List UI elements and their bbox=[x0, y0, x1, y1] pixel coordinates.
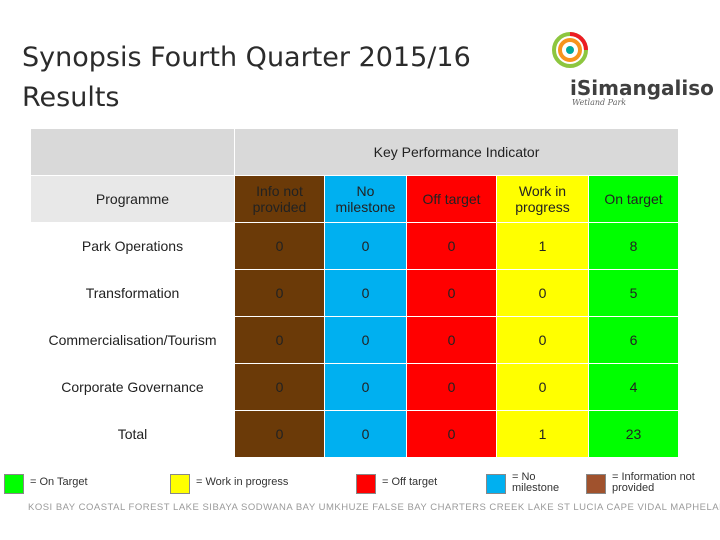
legend-item-info-not-provided: = Information not provided bbox=[586, 471, 716, 494]
cell-no-milestone: 0 bbox=[324, 316, 407, 364]
row-name: Park Operations bbox=[30, 222, 235, 270]
cell-off-target: 0 bbox=[406, 316, 497, 364]
kpi-header: Key Performance Indicator bbox=[233, 128, 680, 176]
legend-item-no-milestone: = No milestone bbox=[486, 471, 586, 494]
cell-work-in-progress: 1 bbox=[496, 410, 589, 458]
cell-no-milestone: 0 bbox=[324, 222, 407, 270]
cell-off-target: 0 bbox=[406, 222, 497, 270]
cell-off-target: 0 bbox=[406, 363, 497, 411]
logo-name: iSimangaliso bbox=[570, 76, 714, 100]
cell-work-in-progress: 1 bbox=[496, 222, 589, 270]
park-places-footer: KOSI BAY COASTAL FOREST LAKE SIBAYA SODW… bbox=[28, 502, 720, 513]
table-row: Corporate Governance 0 0 0 0 4 bbox=[30, 363, 680, 411]
cell-off-target: 0 bbox=[406, 410, 497, 458]
legend-item-on-target: = On Target bbox=[4, 472, 174, 494]
legend-swatch bbox=[486, 474, 506, 494]
cell-info-not-provided: 0 bbox=[234, 410, 325, 458]
cell-no-milestone: 0 bbox=[324, 269, 407, 317]
row-name: Total bbox=[30, 410, 235, 458]
table-row: Commercialisation/Tourism 0 0 0 0 6 bbox=[30, 316, 680, 364]
table-row: Transformation 0 0 0 0 5 bbox=[30, 269, 680, 317]
cell-info-not-provided: 0 bbox=[234, 316, 325, 364]
row-name: Commercialisation/Tourism bbox=[30, 316, 235, 364]
legend-label: = No milestone bbox=[512, 471, 560, 494]
title-line-1: Synopsis Fourth Quarter 2015/16 bbox=[22, 42, 471, 73]
legend-swatch bbox=[356, 474, 376, 494]
header-blank-cell bbox=[30, 128, 235, 176]
col-header-off-target: Off target bbox=[406, 175, 497, 223]
cell-on-target: 5 bbox=[587, 269, 680, 317]
cell-off-target: 0 bbox=[406, 269, 497, 317]
logo-tagline: Wetland Park bbox=[572, 98, 627, 107]
cell-no-milestone: 0 bbox=[324, 363, 407, 411]
spiral-logo-icon bbox=[552, 32, 588, 68]
cell-on-target: 6 bbox=[587, 316, 680, 364]
slide-title: Synopsis Fourth Quarter 2015/16 Results bbox=[22, 38, 542, 118]
legend-label: = Work in progress bbox=[196, 476, 289, 488]
cell-on-target: 4 bbox=[587, 363, 680, 411]
row-name: Corporate Governance bbox=[30, 363, 235, 411]
row-name: Transformation bbox=[30, 269, 235, 317]
kpi-table: Key Performance Indicator Programme Info… bbox=[30, 128, 680, 458]
col-header-on-target: On target bbox=[587, 175, 680, 223]
legend-item-off-target: = Off target bbox=[356, 472, 476, 494]
table-row: Park Operations 0 0 0 1 8 bbox=[30, 222, 680, 270]
cell-work-in-progress: 0 bbox=[496, 269, 589, 317]
cell-info-not-provided: 0 bbox=[234, 269, 325, 317]
cell-on-target: 23 bbox=[587, 410, 680, 458]
legend-item-work-in-progress: = Work in progress bbox=[170, 472, 350, 494]
isimangaliso-logo: iSimangaliso Wetland Park bbox=[548, 28, 714, 110]
legend-swatch bbox=[4, 474, 24, 494]
legend-label: = Off target bbox=[382, 476, 438, 488]
legend-label: = Information not provided bbox=[612, 471, 695, 494]
legend-label: = On Target bbox=[30, 476, 88, 488]
col-header-no-milestone: No milestone bbox=[324, 175, 407, 223]
table-row-total: Total 0 0 0 1 23 bbox=[30, 410, 680, 458]
title-line-2: Results bbox=[22, 82, 120, 113]
col-header-work-in-progress: Work in progress bbox=[496, 175, 589, 223]
programme-header: Programme bbox=[30, 175, 235, 223]
cell-info-not-provided: 0 bbox=[234, 363, 325, 411]
legend-swatch bbox=[170, 474, 190, 494]
col-header-info-not-provided: Info not provided bbox=[234, 175, 325, 223]
cell-work-in-progress: 0 bbox=[496, 316, 589, 364]
cell-no-milestone: 0 bbox=[324, 410, 407, 458]
legend-swatch bbox=[586, 474, 606, 494]
cell-on-target: 8 bbox=[587, 222, 680, 270]
cell-work-in-progress: 0 bbox=[496, 363, 589, 411]
cell-info-not-provided: 0 bbox=[234, 222, 325, 270]
legend: = On Target = Work in progress = Off tar… bbox=[0, 466, 720, 496]
